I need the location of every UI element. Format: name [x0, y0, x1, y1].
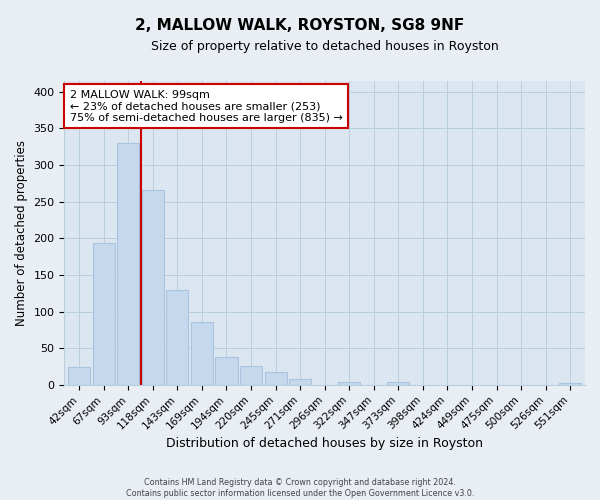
Bar: [559, 382, 581, 385]
Bar: [142, 190, 164, 385]
Y-axis label: Number of detached properties: Number of detached properties: [15, 140, 28, 326]
Text: 2, MALLOW WALK, ROYSTON, SG8 9NF: 2, MALLOW WALK, ROYSTON, SG8 9NF: [136, 18, 464, 32]
Bar: [289, 379, 311, 385]
Bar: [166, 290, 188, 385]
Bar: [388, 382, 409, 385]
Bar: [92, 244, 115, 385]
Text: 2 MALLOW WALK: 99sqm
← 23% of detached houses are smaller (253)
75% of semi-deta: 2 MALLOW WALK: 99sqm ← 23% of detached h…: [70, 90, 343, 123]
Bar: [265, 372, 287, 385]
Text: Contains HM Land Registry data © Crown copyright and database right 2024.
Contai: Contains HM Land Registry data © Crown c…: [126, 478, 474, 498]
Bar: [68, 366, 90, 385]
Bar: [117, 143, 139, 385]
Bar: [191, 322, 213, 385]
Bar: [240, 366, 262, 385]
Bar: [215, 357, 238, 385]
Bar: [338, 382, 361, 385]
X-axis label: Distribution of detached houses by size in Royston: Distribution of detached houses by size …: [166, 437, 483, 450]
Title: Size of property relative to detached houses in Royston: Size of property relative to detached ho…: [151, 40, 499, 53]
